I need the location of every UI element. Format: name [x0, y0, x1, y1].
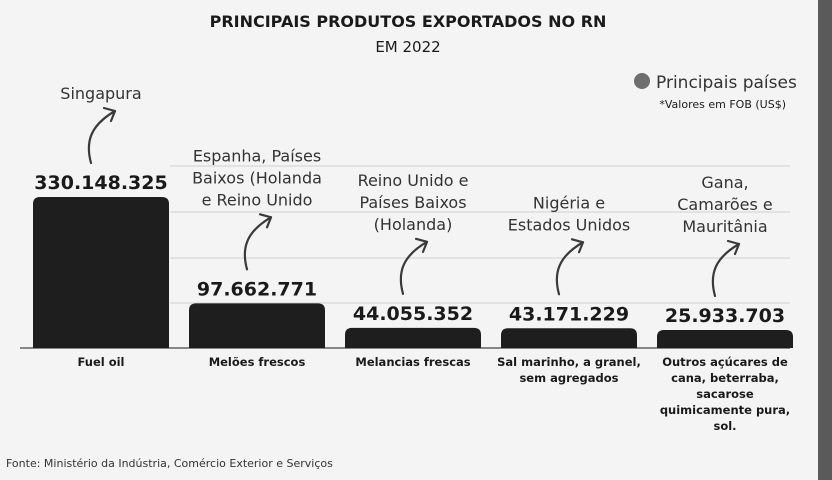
category-label-4-1: Sal marinho, a granel, [497, 355, 641, 369]
arrowhead-1 [102, 106, 117, 123]
arrow-1 [87, 109, 117, 165]
country-label-2-1: Espanha, Países [193, 146, 321, 165]
legend-label: Principais países [656, 73, 797, 93]
chart-subtitle: EM 2022 [375, 38, 440, 56]
value-label-5: 25.933.703 [665, 305, 785, 327]
arrow-4 [555, 241, 585, 296]
bar-5 [657, 330, 793, 348]
country-label-4-1: Nigéria e [533, 193, 605, 212]
value-labels: 330.148.325 97.662.771 44.055.352 43.171.22… [34, 172, 785, 327]
value-note: *Valores em FOB (US$) [659, 98, 786, 111]
value-label-4: 43.171.229 [509, 303, 629, 325]
arrowhead-3 [414, 237, 429, 253]
arrow-3 [399, 240, 429, 295]
gridlines [170, 165, 790, 304]
country-label-3-3: (Holanda) [374, 215, 453, 234]
bar-2 [189, 303, 325, 348]
arrow-5 [711, 242, 741, 298]
category-label-5-4: quimicamente pura, [660, 403, 790, 417]
category-label-5-1: Outros açúcares de [662, 355, 788, 369]
arrow-2 [243, 216, 273, 271]
bars [33, 197, 793, 348]
country-label-2-2: Baixos (Holanda [192, 168, 322, 187]
category-label-4-2: sem agregados [519, 371, 618, 385]
arrowhead-2 [258, 213, 273, 229]
category-label-5-5: sol. [713, 419, 736, 433]
category-labels: Fuel oil Melões frescos Melancias frescas S… [78, 355, 791, 433]
bar-3 [345, 327, 481, 348]
country-labels: Singapura Espanha, Países Baixos (Holanda e… [60, 84, 772, 236]
value-label-3: 44.055.352 [353, 303, 473, 325]
country-label-1-1: Singapura [60, 84, 141, 103]
country-label-5-2: Camarões e [677, 195, 773, 214]
category-label-1-1: Fuel oil [78, 355, 125, 369]
country-label-5-1: Gana, [701, 173, 748, 192]
country-label-3-1: Reino Unido e [358, 171, 469, 190]
value-label-2: 97.662.771 [197, 278, 317, 300]
country-label-3-2: Países Baixos [359, 193, 466, 212]
source-note: Fonte: Ministério da Indústria, Comércio… [6, 457, 333, 470]
category-label-5-3: sacarose [696, 387, 754, 401]
country-label-2-3: e Reino Unido [202, 190, 313, 209]
category-label-2-1: Melões frescos [209, 355, 306, 369]
legend-dot [634, 73, 650, 89]
category-label-3-1: Melancias frescas [355, 355, 470, 369]
country-label-4-2: Estados Unidos [508, 215, 630, 234]
category-label-5-2: cana, beterraba, [671, 371, 779, 385]
bar-4 [501, 328, 637, 348]
arrowhead-4 [570, 238, 585, 254]
arrowhead-5 [726, 239, 741, 256]
chart-title: PRINCIPAIS PRODUTOS EXPORTADOS NO RN [210, 12, 607, 31]
bar-1 [33, 197, 169, 348]
country-label-5-3: Mauritânia [682, 217, 767, 236]
arrows [87, 106, 741, 298]
value-label-1: 330.148.325 [34, 172, 167, 194]
